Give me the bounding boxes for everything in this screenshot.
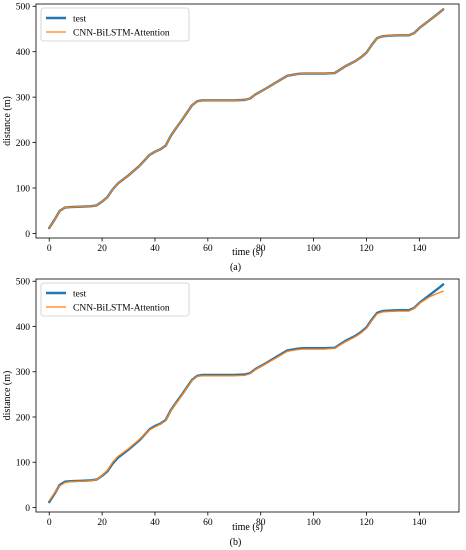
x-tick-label: 140 bbox=[412, 518, 427, 528]
y-axis-label: distance (m) bbox=[2, 371, 13, 421]
y-axis-label: distance (m) bbox=[2, 96, 13, 146]
legend-label: CNN-BiLSTM-Attention bbox=[73, 303, 170, 313]
y-tick-label: 500 bbox=[16, 278, 31, 288]
x-tick-label: 100 bbox=[306, 244, 321, 254]
panel-caption: (a) bbox=[230, 262, 241, 273]
x-tick-label: 40 bbox=[150, 244, 160, 254]
y-tick-label: 0 bbox=[25, 230, 30, 240]
legend: test CNN-BiLSTM-Attention bbox=[40, 7, 190, 42]
y-tick-label: 200 bbox=[16, 139, 31, 149]
x-tick-label: 140 bbox=[412, 244, 427, 254]
y-tick-label: 100 bbox=[16, 459, 31, 469]
chart-panel-b: 0 20 40 60 80 100 120 140 0 100 200 300 400 500 time (… bbox=[2, 278, 460, 548]
x-tick-label: 0 bbox=[47, 244, 52, 254]
x-tick-label: 120 bbox=[359, 518, 374, 528]
panel-caption: (b) bbox=[230, 537, 242, 548]
x-tick-label: 40 bbox=[150, 518, 160, 528]
y-tick-label: 300 bbox=[16, 368, 31, 378]
legend-box bbox=[40, 7, 190, 42]
legend-label: test bbox=[73, 14, 87, 24]
y-tick-label: 400 bbox=[16, 323, 31, 333]
y-tick-label: 300 bbox=[16, 93, 31, 103]
x-axis-label: time (s) bbox=[232, 522, 263, 533]
x-tick-label: 80 bbox=[256, 518, 266, 528]
series-line-cnn-bilstm-attention bbox=[48, 8, 444, 229]
x-tick-label: 80 bbox=[256, 244, 266, 254]
y-tick-label: 200 bbox=[16, 413, 31, 423]
x-tick-label: 100 bbox=[306, 518, 321, 528]
x-tick-label: 60 bbox=[203, 518, 213, 528]
x-tick-label: 0 bbox=[47, 518, 52, 528]
x-tick-label: 60 bbox=[203, 244, 213, 254]
y-tick-label: 500 bbox=[16, 3, 31, 13]
chart-panel-a: 0 20 40 60 80 100 120 140 0 100 200 300 400 500 time (… bbox=[2, 3, 460, 273]
plot-frame bbox=[35, 3, 460, 239]
x-tick-label: 20 bbox=[97, 518, 107, 528]
legend-label: test bbox=[73, 289, 87, 299]
legend: test CNN-BiLSTM-Attention bbox=[40, 282, 190, 317]
y-tick-label: 0 bbox=[25, 504, 30, 514]
legend-box bbox=[40, 282, 190, 317]
x-tick-label: 120 bbox=[359, 244, 374, 254]
series-line-cnn-bilstm-attention bbox=[48, 290, 444, 502]
y-tick-label: 100 bbox=[16, 184, 31, 194]
x-axis-label: time (s) bbox=[232, 247, 263, 258]
y-tick-label: 400 bbox=[16, 48, 31, 58]
legend-label: CNN-BiLSTM-Attention bbox=[73, 28, 170, 38]
x-tick-label: 20 bbox=[97, 244, 107, 254]
plot-frame bbox=[35, 278, 460, 513]
